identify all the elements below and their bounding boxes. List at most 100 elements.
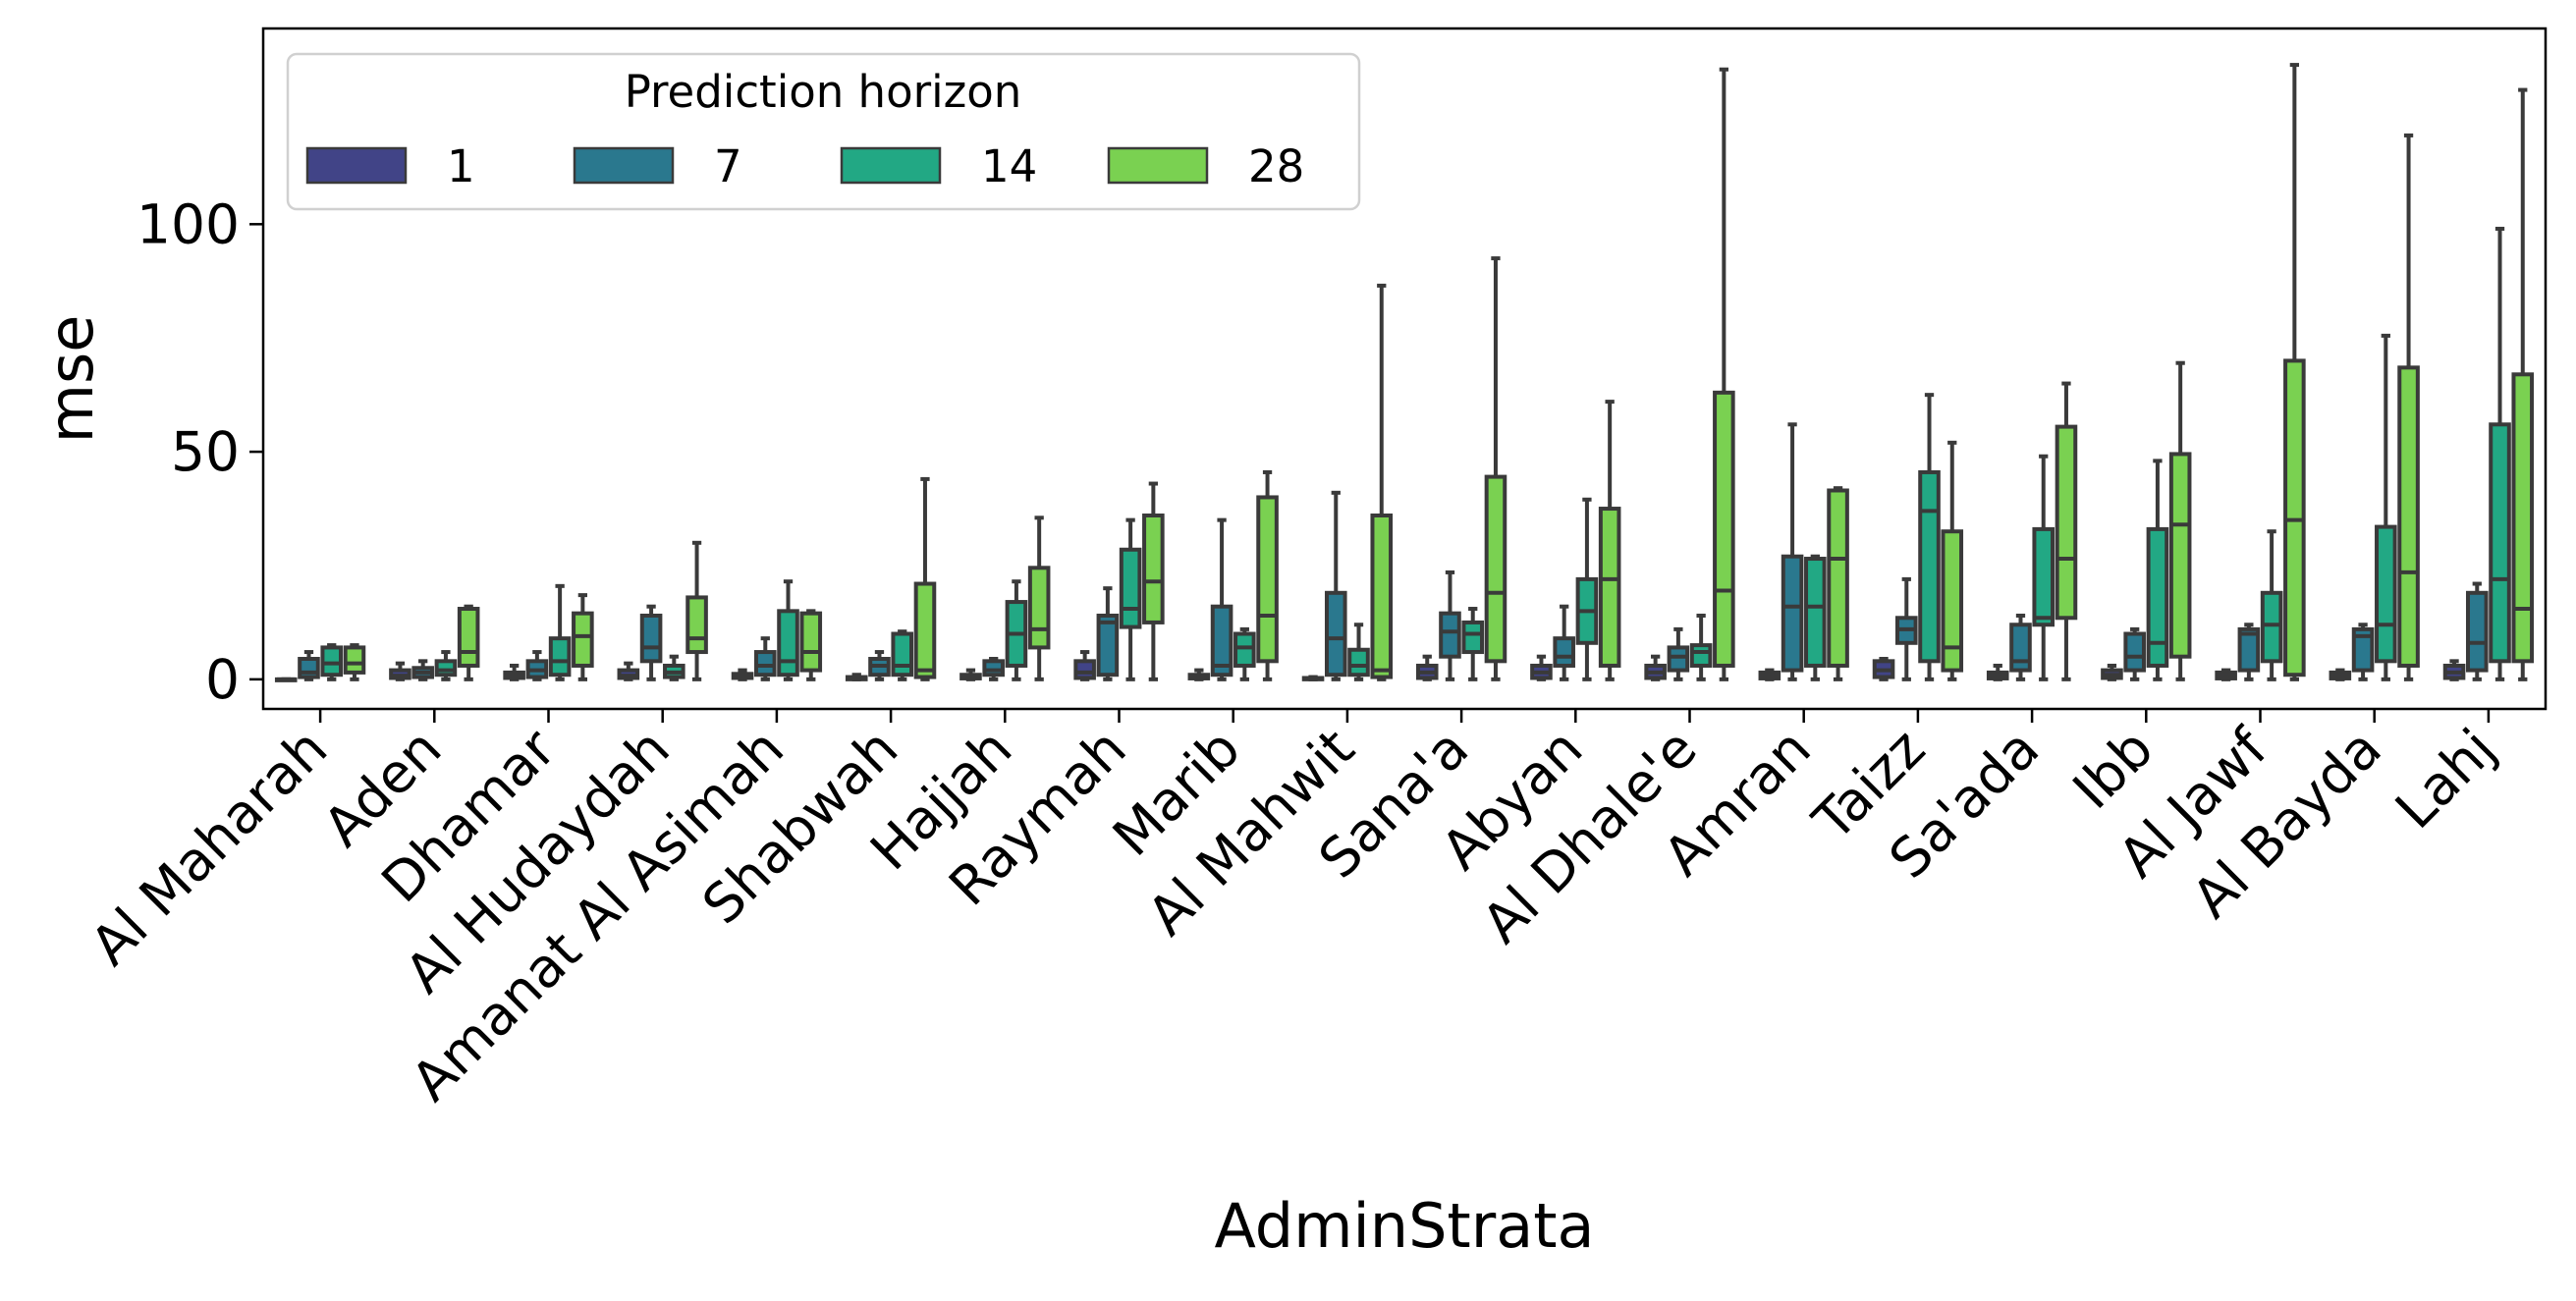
box-7-Dhamar [525, 650, 549, 681]
box-14-Al Mahwit [1347, 623, 1370, 681]
box-28-Amanat Al Asimah [799, 609, 823, 681]
legend-swatch [1107, 146, 1209, 185]
legend-label: 14 [981, 140, 1037, 192]
box-body [2032, 526, 2055, 627]
box-14-Dhamar [548, 583, 572, 681]
box-1-Amanat Al Asimah [731, 668, 754, 681]
box-body [2511, 372, 2535, 664]
box-14-Al Hudaydah [663, 654, 685, 681]
box-7-Al Dhale'e [1667, 626, 1690, 681]
box-1-Taizz [1872, 657, 1895, 681]
box-7-Amran [1781, 422, 1804, 681]
box-7-Raymah [1096, 586, 1120, 681]
box-7-Al Hudaydah [639, 604, 663, 681]
box-14-Taizz [1918, 393, 1941, 681]
box-body [2168, 452, 2192, 659]
legend-item-7: 7 [573, 140, 742, 192]
box-14-Ibb [2146, 459, 2169, 681]
box-28-Raymah [1142, 481, 1165, 681]
y-axis-label: mse [35, 315, 107, 444]
box-body [2375, 524, 2397, 664]
legend-title: Prediction horizon [625, 66, 1022, 118]
box-body [1827, 488, 1849, 668]
box-body [1073, 659, 1096, 680]
box-1-Raymah [1073, 650, 1096, 681]
box-1-Abyan [1530, 654, 1553, 681]
box-body [1713, 390, 1735, 668]
box-body [1210, 604, 1233, 678]
box-1-Al Mahwit [1301, 675, 1325, 681]
box-1-Al Hudaydah [617, 661, 640, 681]
box-body [1256, 495, 1279, 664]
box-body [2146, 526, 2169, 668]
box-7-Aden [411, 659, 434, 681]
box-14-Raymah [1119, 517, 1142, 681]
box-7-Al Bayda [2351, 623, 2375, 681]
box-28-Amran [1827, 486, 1849, 681]
box-1-Al Dhale'e [1644, 654, 1667, 681]
box-7-Marib [1210, 517, 1233, 681]
box-body [2260, 590, 2283, 664]
y-tick-label: 100 [137, 192, 240, 255]
box-body [1027, 566, 1051, 650]
box-body [2237, 626, 2261, 673]
box-body [982, 659, 1005, 678]
box-28-Al Bayda [2397, 133, 2420, 681]
box-body [2283, 358, 2306, 678]
box-28-Marib [1256, 469, 1279, 681]
box-28-Ibb [2168, 360, 2192, 681]
box-body [320, 645, 344, 678]
box-28-Abyan [1598, 400, 1621, 681]
box-body [2009, 623, 2032, 673]
box-28-Dhamar [572, 593, 594, 681]
box-1-Shabwah [845, 673, 868, 681]
legend-items: 1 7 14 28 [305, 140, 1304, 192]
box-body [1689, 643, 1713, 668]
box-body [1598, 507, 1621, 668]
box-28-Al Mahwit [1370, 283, 1394, 681]
box-body [2351, 626, 2375, 673]
box-14-Al Dhale'e [1689, 613, 1713, 681]
box-body [1370, 513, 1394, 679]
box-body [1553, 636, 1575, 668]
box-28-Hajjah [1027, 515, 1051, 681]
box-1-Lahj [2442, 659, 2466, 681]
box-body [1096, 613, 1120, 678]
plot-area-frame [261, 27, 2548, 711]
box-body [639, 613, 663, 664]
box-body [1439, 611, 1461, 659]
box-layer [274, 63, 2535, 682]
box-1-Al Jawf [2215, 668, 2237, 681]
box-14-Al Jawf [2260, 529, 2283, 681]
box-28-Aden [457, 604, 480, 681]
box-14-Hajjah [1005, 579, 1028, 681]
box-body [1804, 557, 1827, 668]
box-28-Al Jawf [2283, 63, 2306, 681]
box-7-Sa'ada [2009, 613, 2032, 681]
box-1-Ibb [2101, 663, 2123, 681]
legend-item-14: 14 [840, 140, 1037, 192]
box-14-Al Bayda [2375, 333, 2397, 681]
box-7-Shabwah [868, 650, 891, 681]
box-1-Sa'ada [1986, 663, 2009, 681]
box-28-Al Dhale'e [1713, 67, 1735, 681]
box-28-Al Maharah [343, 643, 366, 681]
box-7-Lahj [2465, 581, 2489, 681]
legend-label: 7 [714, 140, 742, 192]
legend-label: 1 [447, 140, 475, 192]
legend: Prediction horizon 1 7 14 28 [286, 52, 1361, 211]
box-28-Lahj [2511, 87, 2535, 681]
box-body [2397, 365, 2420, 668]
box-28-Al Hudaydah [685, 540, 708, 681]
box-body [1918, 469, 1941, 664]
box-28-Sa'ada [2055, 381, 2078, 681]
box-14-Al Maharah [320, 643, 344, 681]
box-body [1324, 590, 1347, 678]
box-body [1347, 647, 1370, 678]
box-1-Amran [1758, 668, 1781, 681]
box-14-Lahj [2489, 226, 2511, 681]
legend-frame [286, 52, 1361, 211]
box-14-Sa'ada [2032, 454, 2055, 681]
box-7-Hajjah [982, 657, 1005, 681]
